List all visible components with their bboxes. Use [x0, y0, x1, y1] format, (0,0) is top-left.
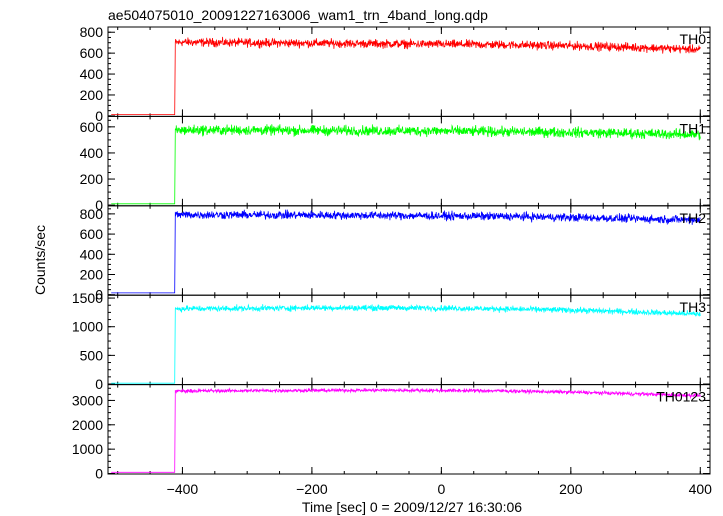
- y-tick-label: 400: [80, 246, 104, 262]
- series-label: TH0: [680, 31, 707, 47]
- panel-th0123: 0 1000 2000 3000 TH0123: [72, 384, 711, 482]
- y-tick-label: 1500: [72, 290, 103, 306]
- x-tick-label: 0: [437, 481, 445, 497]
- panel-th3: 0 500 1000 1500 TH3: [72, 290, 711, 392]
- y-tick-label: 400: [80, 145, 104, 161]
- y-tick-label: 600: [80, 45, 104, 61]
- y-tick-label: 1000: [72, 441, 103, 457]
- series-line: [111, 303, 701, 384]
- y-tick-label: 800: [80, 24, 104, 40]
- panel-frame: [107, 26, 711, 117]
- y-tick-label: 0: [95, 466, 103, 482]
- series-line: [111, 387, 701, 473]
- y-tick-label: 0: [95, 108, 103, 124]
- series-label: TH3: [680, 299, 707, 315]
- y-tick-label: 3000: [72, 392, 103, 408]
- y-tick-label: 400: [80, 66, 104, 82]
- series-line: [111, 209, 701, 294]
- series-line: [111, 124, 701, 205]
- chart-title: ae504075010_20091227163006_wam1_trn_4ban…: [108, 7, 488, 23]
- panel-th0: 0 200 400 600 800 TH0: [80, 24, 711, 124]
- y-tick-label: 600: [80, 226, 104, 242]
- y-tick-label: 200: [80, 266, 104, 282]
- y-tick-label: 200: [80, 171, 104, 187]
- series-line: [111, 36, 701, 115]
- panel-th1: 0 200 400 600 TH1: [80, 115, 711, 213]
- series-label: TH2: [680, 210, 707, 226]
- y-tick-label: 2000: [72, 417, 103, 433]
- y-tick-label: 0: [95, 287, 103, 303]
- y-tick-label: 0: [95, 376, 103, 392]
- y-tick-label: 600: [80, 119, 104, 135]
- series-label: TH0123: [656, 389, 706, 405]
- x-tick-label: −400: [167, 481, 199, 497]
- y-tick-label: 500: [80, 347, 104, 363]
- x-axis-label: Time [sec] 0 = 2009/12/27 16:30:06: [302, 499, 522, 515]
- y-tick-label: 1000: [72, 319, 103, 335]
- chart-panels: 0 200 400 600 800 TH0 0 200 400 600 TH1 0 200 400 600 8…: [72, 24, 711, 482]
- x-axis: −400 −200 0 200 400: [167, 481, 713, 497]
- y-tick-label: 200: [80, 87, 104, 103]
- panel-frame: [107, 384, 711, 475]
- x-tick-label: −200: [296, 481, 328, 497]
- series-label: TH1: [680, 120, 707, 136]
- x-tick-label: 200: [559, 481, 583, 497]
- panel-th2: 0 200 400 600 800 TH2: [80, 205, 711, 303]
- y-tick-label: 800: [80, 206, 104, 222]
- y-axis-label: Counts/sec: [32, 225, 48, 295]
- y-tick-label: 0: [95, 197, 103, 213]
- x-tick-label: 400: [689, 481, 713, 497]
